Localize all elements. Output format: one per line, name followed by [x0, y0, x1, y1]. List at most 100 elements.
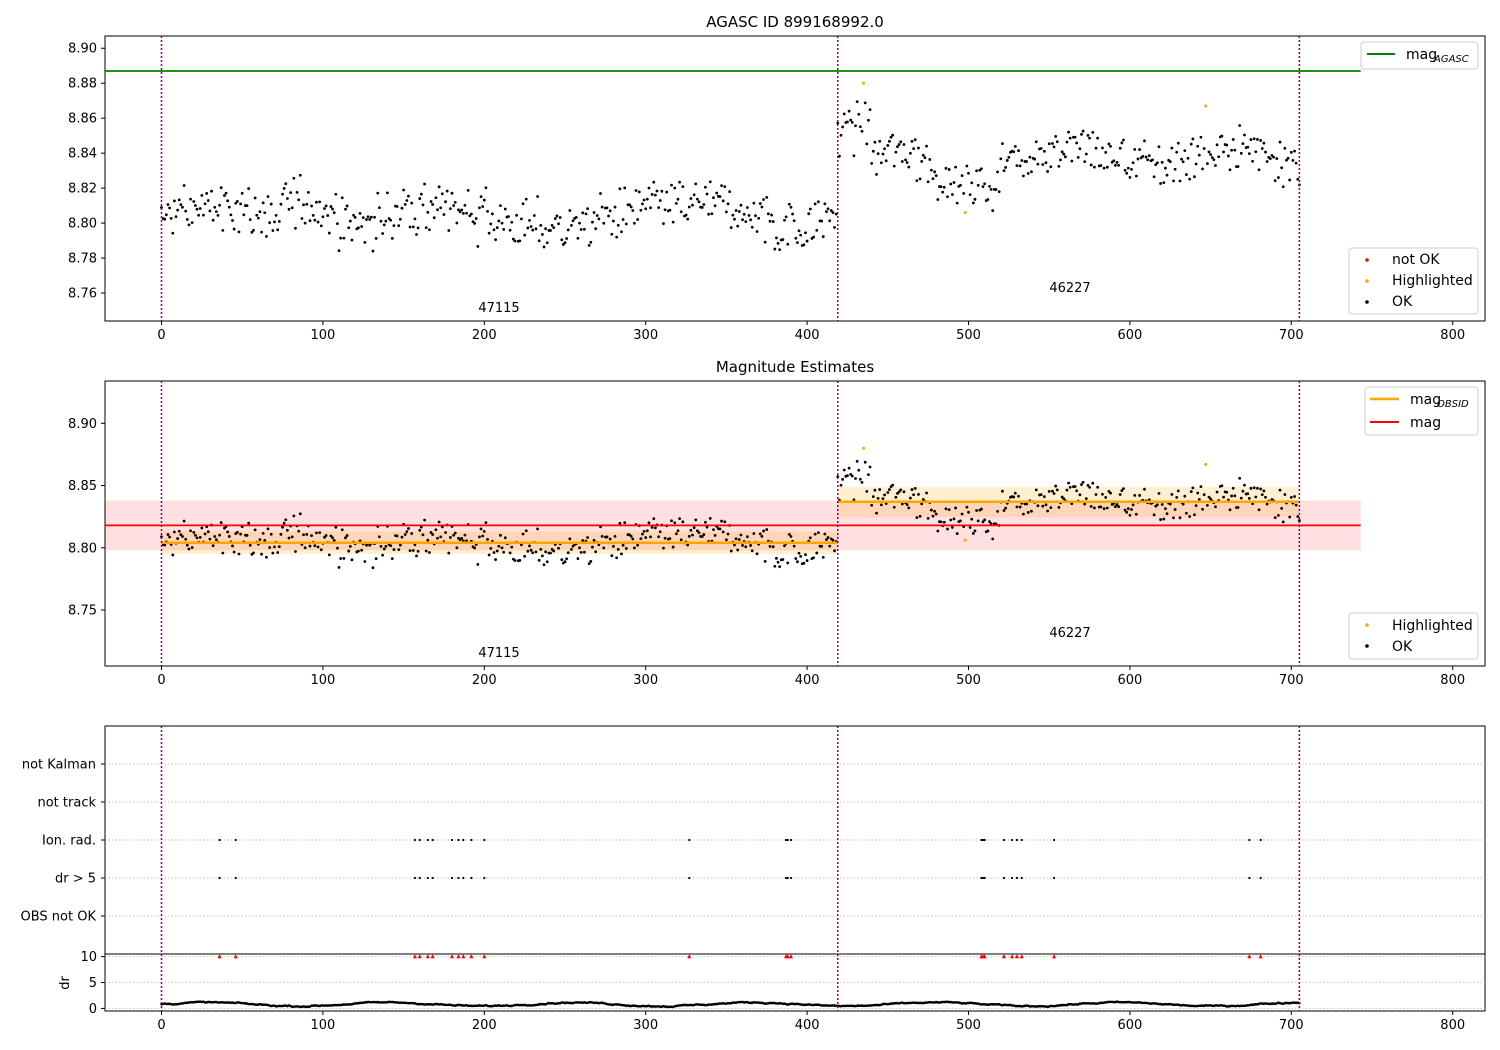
- ok-point: [657, 206, 661, 210]
- ok-point: [773, 564, 777, 568]
- flag-point: [1248, 838, 1251, 842]
- ok-point: [700, 535, 704, 539]
- ok-point: [566, 228, 570, 232]
- ok-point: [232, 550, 236, 554]
- ok-point: [917, 492, 920, 496]
- ok-point: [863, 101, 867, 105]
- ok-point: [1091, 130, 1095, 134]
- ok-point: [271, 229, 275, 232]
- ok-point: [407, 194, 410, 198]
- ok-point: [386, 191, 389, 195]
- ok-point: [163, 543, 167, 547]
- ok-point: [1172, 179, 1175, 183]
- x-tick-label: 300: [633, 673, 658, 688]
- ok-point: [607, 214, 610, 218]
- ok-point: [807, 212, 811, 216]
- ok-point: [463, 533, 467, 537]
- ok-point: [910, 139, 914, 143]
- ok-point: [234, 201, 238, 205]
- ok-point: [610, 554, 614, 558]
- ok-point: [668, 537, 672, 540]
- flags-panel: not Kalman not track Ion. rad. dr > 5 OBS no…: [21, 725, 1486, 955]
- ok-point: [802, 561, 806, 565]
- ok-point: [950, 193, 954, 196]
- ok-point: [453, 531, 457, 535]
- ok-point: [429, 531, 433, 534]
- ok-point: [797, 551, 801, 555]
- ok-point: [308, 219, 312, 223]
- ok-point: [1164, 507, 1167, 511]
- ok-point: [1015, 164, 1019, 168]
- ok-point: [326, 214, 330, 217]
- ok-point: [1194, 162, 1198, 166]
- ok-point: [970, 181, 974, 185]
- ok-point: [831, 211, 835, 214]
- ok-point: [284, 182, 288, 186]
- dr-clipped-marker: [1258, 954, 1263, 959]
- ok-point: [1173, 508, 1177, 511]
- ok-point: [794, 557, 798, 560]
- ok-point: [271, 551, 275, 555]
- dr-clipped-marker: [785, 954, 790, 959]
- ok-point: [439, 206, 443, 210]
- ok-point: [1278, 140, 1282, 144]
- ok-point: [344, 536, 347, 540]
- ok-point: [1183, 149, 1187, 153]
- ok-point: [749, 544, 753, 547]
- ok-point: [599, 192, 602, 195]
- ok-point: [1233, 494, 1237, 498]
- ok-point: [398, 543, 402, 547]
- highlighted-point: [963, 211, 967, 215]
- ok-point: [936, 529, 940, 533]
- ok-point: [1054, 484, 1058, 488]
- ok-point: [290, 206, 294, 210]
- ok-point: [670, 183, 673, 187]
- legend-marker-highlighted: [1365, 279, 1369, 283]
- ok-point: [1021, 512, 1025, 516]
- ok-point: [453, 200, 457, 204]
- ok-point: [465, 539, 468, 543]
- ok-point: [226, 530, 230, 534]
- y-tick-label: 8.86: [68, 112, 97, 127]
- x-tick-label: 200: [472, 1018, 497, 1033]
- ok-point: [865, 489, 869, 493]
- ok-point: [694, 518, 698, 522]
- ok-point: [290, 535, 294, 539]
- dr-clipped-marker: [482, 954, 487, 959]
- ok-point: [702, 533, 706, 536]
- ok-point: [423, 182, 426, 186]
- ok-point: [867, 473, 870, 477]
- ok-point: [812, 235, 815, 239]
- obsid-label-47115-top: 47115: [478, 301, 519, 316]
- ok-point: [510, 220, 514, 224]
- ok-point: [662, 222, 665, 226]
- ok-point: [1073, 135, 1077, 139]
- ok-point: [1046, 509, 1049, 513]
- ok-point: [876, 152, 880, 156]
- ok-point: [285, 197, 289, 200]
- ok-point: [791, 212, 794, 216]
- ok-point: [1101, 146, 1104, 150]
- ok-point: [1201, 507, 1204, 511]
- ok-point: [594, 227, 598, 231]
- ok-point: [1075, 141, 1079, 145]
- ok-point: [857, 112, 861, 116]
- ok-point: [168, 206, 171, 210]
- flag-point: [1052, 838, 1056, 842]
- y-tick-label: 8.80: [68, 217, 97, 232]
- ok-point: [899, 140, 903, 144]
- ok-point: [253, 528, 257, 532]
- ok-point: [658, 530, 662, 534]
- ok-point: [179, 203, 183, 207]
- ok-point: [521, 202, 525, 206]
- ok-point: [553, 217, 557, 220]
- ok-point: [190, 546, 194, 549]
- ok-point: [1123, 168, 1127, 172]
- ok-point: [881, 497, 885, 501]
- ok-point: [334, 192, 338, 196]
- ok-point: [988, 184, 991, 188]
- ok-point: [687, 205, 691, 209]
- flag-point: [470, 876, 473, 880]
- ok-point: [1225, 490, 1229, 494]
- ok-point: [226, 199, 230, 203]
